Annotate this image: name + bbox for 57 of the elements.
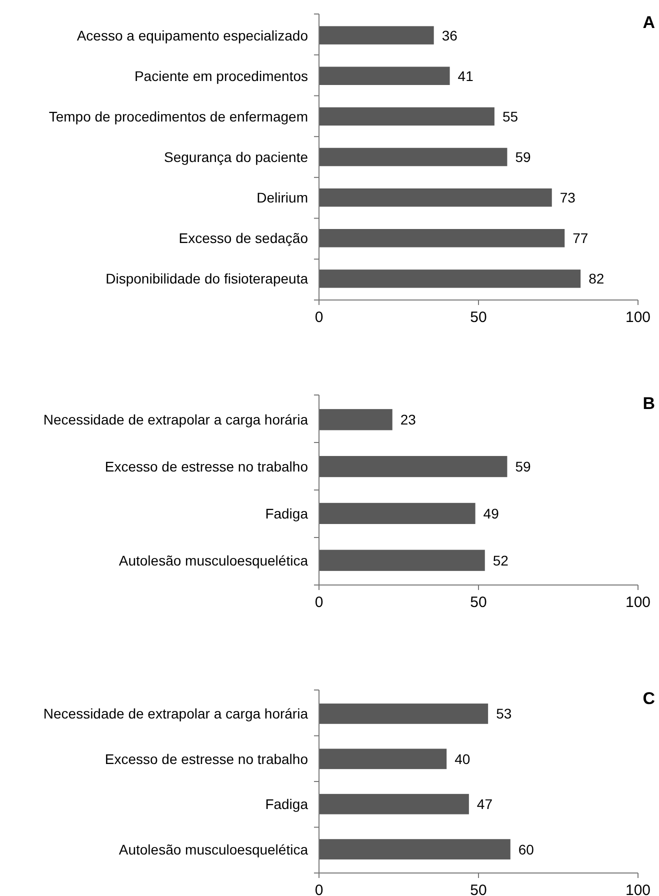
x-tick-label: 0	[314, 309, 324, 326]
x-tick-label: 100	[625, 882, 651, 896]
chart-title: C	[642, 689, 655, 708]
x-tick-label: 0	[314, 882, 324, 896]
bar	[319, 502, 476, 524]
chart-title: B	[642, 394, 655, 413]
data-label: 52	[492, 552, 509, 568]
bar	[319, 107, 494, 126]
data-label: 40	[454, 750, 470, 767]
y-tick-label: Segurança do paciente	[164, 149, 308, 165]
data-label: 23	[400, 412, 416, 428]
data-label: 55	[502, 108, 518, 124]
x-tick-label: 50	[470, 882, 487, 896]
y-tick-label: Fadiga	[265, 796, 308, 812]
y-tick-label: Necessidade de extrapolar a carga horária	[43, 412, 308, 428]
y-tick-label: Paciente em procedimentos	[134, 68, 308, 84]
y-tick-label: Delirium	[256, 190, 308, 206]
data-label: 36	[442, 27, 458, 44]
data-label: 49	[483, 505, 500, 522]
bar	[319, 188, 552, 207]
data-label: 59	[515, 149, 531, 165]
data-label: 53	[496, 706, 512, 722]
bar	[319, 839, 510, 860]
data-label: 41	[458, 68, 474, 84]
y-tick-label: Tempo de procedimentos de enfermagem	[48, 108, 308, 124]
data-label: 77	[572, 230, 588, 246]
bar	[319, 456, 508, 478]
data-label: 47	[476, 796, 493, 812]
x-tick-label: 100	[625, 594, 651, 611]
data-label: 60	[518, 841, 534, 858]
x-tick-label: 50	[470, 594, 487, 611]
y-tick-label: Excesso de estresse no trabalho	[104, 750, 308, 767]
y-tick-label: Disponibilidade do fisioterapeuta	[106, 270, 308, 287]
chart-title: A	[642, 13, 655, 32]
x-tick-label: 100	[625, 309, 651, 326]
y-tick-label: Necessidade de extrapolar a carga horária	[43, 706, 308, 722]
y-tick-label: Autolesão musculoesquelética	[118, 841, 308, 858]
data-label: 82	[588, 270, 604, 287]
y-tick-label: Fadiga	[265, 505, 308, 522]
bar	[319, 26, 434, 44]
bar	[319, 794, 469, 814]
bar	[319, 704, 488, 724]
bar	[319, 229, 565, 248]
bar	[319, 550, 485, 571]
bar	[319, 66, 450, 85]
y-tick-label: Excesso de sedação	[178, 230, 308, 246]
bar	[319, 148, 508, 166]
data-label: 59	[515, 458, 531, 475]
bar	[319, 409, 392, 430]
y-tick-label: Acesso a equipamento especializado	[76, 27, 308, 44]
x-tick-label: 50	[470, 309, 487, 326]
x-tick-label: 0	[314, 594, 324, 611]
y-tick-label: Excesso de estresse no trabalho	[104, 458, 308, 475]
y-tick-label: Autolesão musculoesquelética	[118, 552, 308, 568]
bar	[319, 748, 447, 770]
bar	[319, 270, 581, 288]
data-label: 73	[560, 190, 576, 206]
